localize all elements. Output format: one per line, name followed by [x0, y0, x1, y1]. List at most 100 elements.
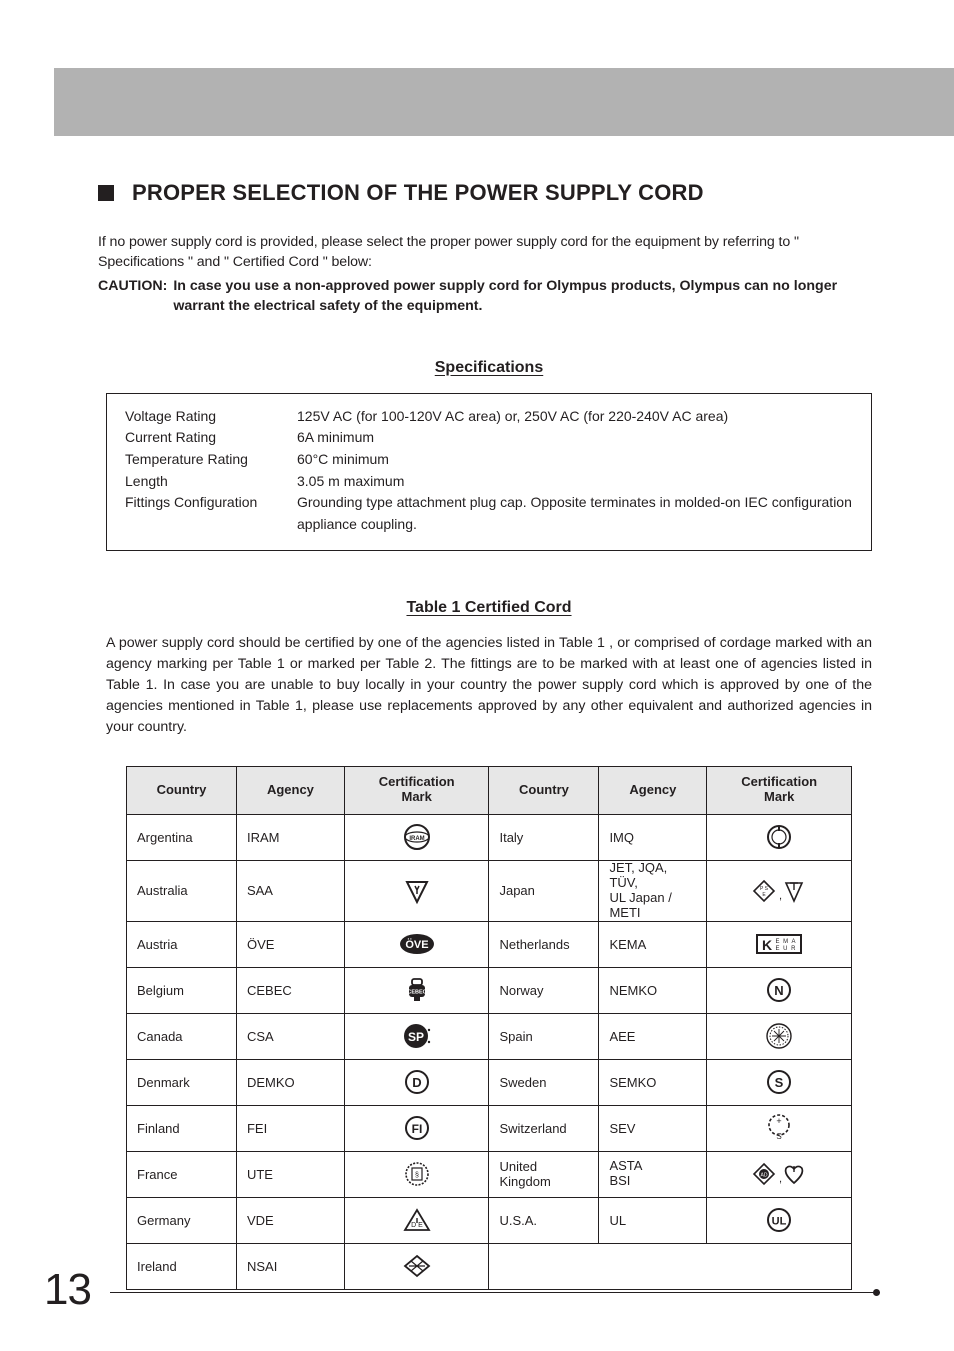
table-header-row: Country Agency CertificationMark Country… — [127, 766, 852, 814]
cell-mark — [707, 814, 852, 860]
cell-agency: ASTABSI — [599, 1151, 707, 1197]
cell-country: Austria — [127, 921, 237, 967]
caution-text: In case you use a non-approved power sup… — [173, 276, 880, 316]
section-title-row: PROPER SELECTION OF THE POWER SUPPLY COR… — [98, 180, 880, 206]
table-row: GermanyVDE U.S.A.UL — [127, 1197, 852, 1243]
cell-agency: JET, JQA, TÜV,UL Japan / METI — [599, 860, 707, 921]
spec-value: 3.05 m maximum — [297, 471, 853, 493]
iram-mark-icon — [355, 823, 479, 851]
spec-label: Current Rating — [125, 427, 297, 449]
vde-mark-icon — [355, 1206, 479, 1234]
cell-mark — [707, 921, 852, 967]
cell-mark — [344, 1013, 489, 1059]
imq-mark-icon — [717, 823, 841, 851]
cell-agency: VDE — [236, 1197, 344, 1243]
spec-row: Length3.05 m maximum — [125, 471, 853, 493]
cell-country: Germany — [127, 1197, 237, 1243]
spec-value: 6A minimum — [297, 427, 853, 449]
cell-agency: AEE — [599, 1013, 707, 1059]
cell-agency: CSA — [236, 1013, 344, 1059]
cell-country: U.S.A. — [489, 1197, 599, 1243]
table-row: DenmarkDEMKOSwedenSEMKO — [127, 1059, 852, 1105]
fei-mark-icon — [355, 1114, 479, 1142]
table-row: AustraliaSAAJapanJET, JQA, TÜV,UL Japan … — [127, 860, 852, 921]
csa-mark-icon — [355, 1022, 479, 1050]
spec-heading: Specifications — [98, 359, 880, 377]
cell-agency: NSAI — [236, 1243, 344, 1289]
saa-mark-icon — [355, 877, 479, 905]
ute-mark-icon — [355, 1160, 479, 1188]
cell-mark — [344, 814, 489, 860]
footer-rule — [110, 1292, 880, 1293]
cell-country: Spain — [489, 1013, 599, 1059]
aee-mark-icon — [717, 1022, 841, 1050]
cell-mark — [344, 1151, 489, 1197]
spec-row: Fittings ConfigurationGrounding type att… — [125, 492, 853, 535]
caution-row: CAUTION: In case you use a non-approved … — [98, 276, 880, 316]
table-row: AustriaÖVENetherlandsKEMA — [127, 921, 852, 967]
cell-country: Switzerland — [489, 1105, 599, 1151]
intro-text: If no power supply cord is provided, ple… — [98, 232, 880, 272]
spec-row: Temperature Rating60°C minimum — [125, 449, 853, 471]
col-agency: Agency — [599, 766, 707, 814]
spec-row: Current Rating6A minimum — [125, 427, 853, 449]
table-row: BelgiumCEBEC NorwayNEMKO — [127, 967, 852, 1013]
cell-mark — [344, 1243, 489, 1289]
spec-label: Temperature Rating — [125, 449, 297, 471]
cell-country: UnitedKingdom — [489, 1151, 599, 1197]
cell-agency: KEMA — [599, 921, 707, 967]
cell-mark — [707, 1197, 852, 1243]
empty-cell — [489, 1243, 852, 1289]
cell-agency: SEMKO — [599, 1059, 707, 1105]
japan-mark-icon — [717, 877, 841, 905]
spec-label: Voltage Rating — [125, 406, 297, 428]
demko-mark-icon — [355, 1068, 479, 1096]
cell-mark — [707, 1013, 852, 1059]
certified-cord-table: Country Agency CertificationMark Country… — [126, 766, 852, 1290]
page: PROPER SELECTION OF THE POWER SUPPLY COR… — [0, 0, 954, 1351]
caution-label: CAUTION: — [98, 276, 167, 316]
cell-mark — [344, 1197, 489, 1243]
cell-agency: IMQ — [599, 814, 707, 860]
cell-mark — [707, 1059, 852, 1105]
cebec-mark-icon — [355, 975, 479, 1005]
cell-country: Sweden — [489, 1059, 599, 1105]
cell-country: Ireland — [127, 1243, 237, 1289]
spec-row: Voltage Rating125V AC (for 100-120V AC a… — [125, 406, 853, 428]
spec-label: Fittings Configuration — [125, 492, 297, 535]
uk-mark-icon — [717, 1160, 841, 1188]
spec-value: 125V AC (for 100-120V AC area) or, 250V … — [297, 406, 853, 428]
cell-country: Denmark — [127, 1059, 237, 1105]
spec-value: Grounding type attachment plug cap. Oppo… — [297, 492, 853, 535]
nsai-mark-icon — [355, 1252, 479, 1280]
cell-agency: NEMKO — [599, 967, 707, 1013]
cell-agency: CEBEC — [236, 967, 344, 1013]
col-country: Country — [489, 766, 599, 814]
cell-agency: SAA — [236, 860, 344, 921]
cell-mark — [707, 860, 852, 921]
nemko-mark-icon — [717, 976, 841, 1004]
cell-country: France — [127, 1151, 237, 1197]
col-mark: CertificationMark — [344, 766, 489, 814]
section-title: PROPER SELECTION OF THE POWER SUPPLY COR… — [132, 180, 704, 206]
cell-mark — [707, 967, 852, 1013]
table-intro: A power supply cord should be certified … — [106, 633, 872, 738]
cell-mark — [707, 1151, 852, 1197]
header-band — [0, 68, 954, 136]
cell-agency: UTE — [236, 1151, 344, 1197]
table-row: FinlandFEISwitzerlandSEV — [127, 1105, 852, 1151]
cell-mark — [344, 967, 489, 1013]
ove-mark-icon — [355, 930, 479, 958]
sev-mark-icon — [717, 1113, 841, 1143]
cell-agency: ÖVE — [236, 921, 344, 967]
cell-agency: UL — [599, 1197, 707, 1243]
spec-label: Length — [125, 471, 297, 493]
table-row: ArgentinaIRAMItalyIMQ — [127, 814, 852, 860]
cell-country: Belgium — [127, 967, 237, 1013]
col-country: Country — [127, 766, 237, 814]
semko-mark-icon — [717, 1068, 841, 1096]
cell-country: Norway — [489, 967, 599, 1013]
table-row: IrelandNSAI — [127, 1243, 852, 1289]
cell-country: Finland — [127, 1105, 237, 1151]
cell-mark — [707, 1105, 852, 1151]
